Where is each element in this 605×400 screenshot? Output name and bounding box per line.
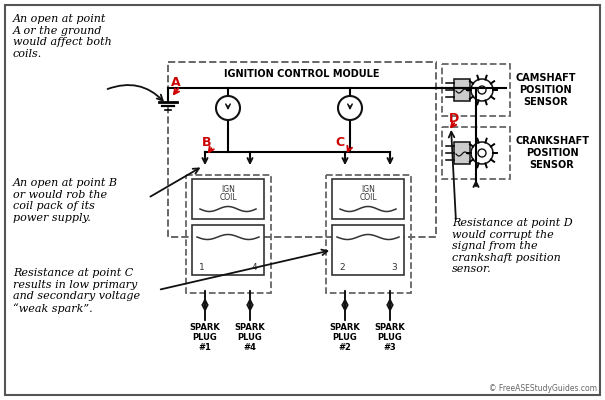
Text: IGN: IGN: [221, 184, 235, 194]
Text: 2: 2: [339, 262, 345, 272]
Text: © FreeASEStudyGuides.com: © FreeASEStudyGuides.com: [489, 384, 597, 393]
Text: 3: 3: [391, 262, 397, 272]
Circle shape: [471, 79, 493, 101]
Polygon shape: [454, 142, 470, 164]
Text: C: C: [335, 136, 345, 148]
Text: COIL: COIL: [219, 192, 237, 202]
Text: #2: #2: [339, 343, 352, 352]
Text: B: B: [202, 136, 212, 148]
Text: A: A: [171, 76, 181, 88]
Text: An open at point
A or the ground
would affect both
coils.: An open at point A or the ground would a…: [13, 14, 112, 59]
Text: CRANKSHAFT
POSITION
SENSOR: CRANKSHAFT POSITION SENSOR: [515, 136, 589, 170]
Polygon shape: [332, 179, 404, 219]
Text: #1: #1: [198, 343, 211, 352]
Polygon shape: [454, 79, 470, 101]
Text: SPARK: SPARK: [235, 323, 266, 332]
Circle shape: [216, 96, 240, 120]
Text: SPARK: SPARK: [189, 323, 220, 332]
Text: IGNITION CONTROL MODULE: IGNITION CONTROL MODULE: [224, 69, 380, 79]
Polygon shape: [332, 225, 404, 275]
Circle shape: [338, 96, 362, 120]
Text: SPARK: SPARK: [330, 323, 361, 332]
Text: IGN: IGN: [361, 184, 375, 194]
Text: PLUG: PLUG: [378, 333, 402, 342]
Text: D: D: [449, 112, 459, 126]
Text: 1: 1: [199, 262, 205, 272]
Text: CAMSHAFT
POSITION
SENSOR: CAMSHAFT POSITION SENSOR: [515, 73, 575, 107]
Polygon shape: [192, 225, 264, 275]
Text: PLUG: PLUG: [238, 333, 263, 342]
Text: Resistance at point D
would corrupt the
signal from the
crankshaft position
sens: Resistance at point D would corrupt the …: [452, 218, 572, 274]
Text: PLUG: PLUG: [333, 333, 358, 342]
Polygon shape: [192, 179, 264, 219]
Text: #3: #3: [384, 343, 396, 352]
Text: COIL: COIL: [359, 192, 377, 202]
Circle shape: [471, 142, 493, 164]
Text: 4: 4: [251, 262, 257, 272]
Text: PLUG: PLUG: [192, 333, 217, 342]
Text: SPARK: SPARK: [374, 323, 405, 332]
Text: Resistance at point C
results in low primary
and secondary voltage
“weak spark”.: Resistance at point C results in low pri…: [13, 268, 140, 314]
Text: An open at point B
or would rob the
coil pack of its
power supply.: An open at point B or would rob the coil…: [13, 178, 118, 223]
Text: #4: #4: [244, 343, 257, 352]
